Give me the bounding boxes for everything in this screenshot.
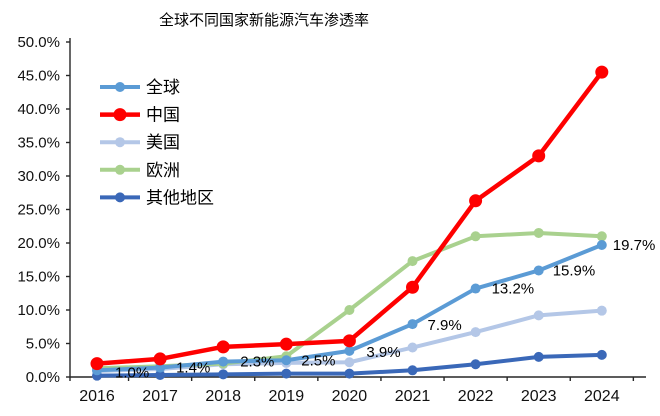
data-point-全球-2023 bbox=[533, 265, 544, 276]
x-axis-label: 2024 bbox=[584, 388, 620, 405]
legend-label: 美国 bbox=[146, 133, 180, 152]
data-point-其他地区-2017 bbox=[155, 369, 166, 380]
data-point-其他地区-2018 bbox=[218, 369, 229, 380]
data-label: 7.9% bbox=[428, 317, 462, 334]
legend-item-美国: 美国 bbox=[100, 133, 180, 152]
data-point-中国-2018 bbox=[216, 340, 230, 354]
data-point-其他地区-2023 bbox=[533, 351, 544, 362]
data-point-其他地区-2024 bbox=[596, 349, 607, 360]
data-label: 1.4% bbox=[176, 360, 210, 377]
data-point-全球-2022 bbox=[470, 283, 481, 294]
data-point-中国-2024 bbox=[595, 65, 609, 79]
data-point-美国-2024 bbox=[596, 305, 607, 316]
x-axis-label: 2018 bbox=[205, 388, 241, 405]
x-axis-label: 2023 bbox=[521, 388, 557, 405]
data-point-欧洲-2020 bbox=[344, 305, 355, 315]
y-axis-label: 5.0% bbox=[26, 336, 60, 353]
legend-marker-dot bbox=[113, 108, 127, 122]
data-labels: 1.0% 1.4% 2.3% 2.5% 3.9% 7.9% 13.2% 15.9% 19.7% bbox=[115, 237, 655, 381]
data-point-中国-2017 bbox=[153, 352, 167, 366]
data-point-美国-2020 bbox=[344, 357, 355, 368]
y-axis-label: 15.0% bbox=[17, 269, 60, 286]
x-axis-label: 2017 bbox=[142, 388, 178, 405]
data-point-中国-2023 bbox=[532, 149, 546, 163]
legend-item-其他地区: 其他地区 bbox=[100, 188, 214, 207]
data-point-中国-2020 bbox=[342, 334, 356, 348]
y-axis-label: 50.0% bbox=[17, 34, 60, 51]
y-axis-label: 35.0% bbox=[17, 135, 60, 152]
data-point-欧洲-2022 bbox=[470, 231, 481, 242]
data-label: 13.2% bbox=[492, 281, 535, 298]
x-axis-label: 2016 bbox=[79, 388, 115, 405]
data-point-中国-2022 bbox=[469, 194, 483, 208]
data-point-美国-2022 bbox=[470, 327, 481, 338]
data-point-欧洲-2024 bbox=[596, 231, 607, 242]
y-axis-label: 30.0% bbox=[17, 168, 60, 185]
data-point-中国-2016 bbox=[90, 357, 104, 371]
y-axis-label: 45.0% bbox=[17, 68, 60, 85]
data-point-美国-2021 bbox=[407, 342, 418, 353]
x-axis-label: 2021 bbox=[395, 388, 431, 405]
data-point-全球-2019 bbox=[281, 355, 292, 366]
data-point-中国-2019 bbox=[279, 337, 293, 351]
data-point-其他地区-2019 bbox=[281, 368, 292, 379]
chart-title: 全球不同国家新能源汽车渗透率 bbox=[159, 11, 369, 29]
y-axis-label: 10.0% bbox=[17, 302, 60, 319]
data-point-全球-2024 bbox=[596, 240, 607, 251]
data-point-欧洲-2021 bbox=[407, 256, 418, 267]
data-label: 3.9% bbox=[366, 344, 400, 361]
data-point-其他地区-2021 bbox=[407, 365, 418, 376]
data-point-欧洲-2023 bbox=[533, 227, 544, 238]
data-point-中国-2021 bbox=[406, 280, 419, 294]
legend-label: 全球 bbox=[146, 78, 180, 97]
x-axis-label: 2019 bbox=[269, 388, 305, 405]
axes: 0.0% 5.0% 10.0% 15.0% 20.0% 25.0% 30.0% 35.0% 40… bbox=[17, 34, 646, 405]
legend-marker-dot bbox=[115, 137, 125, 148]
x-axis-label: 2020 bbox=[332, 388, 368, 405]
legend-item-中国: 中国 bbox=[100, 106, 180, 125]
legend-item-欧洲: 欧洲 bbox=[100, 161, 180, 180]
data-label: 2.3% bbox=[240, 354, 274, 371]
data-label: 15.9% bbox=[553, 262, 596, 279]
legend-label: 欧洲 bbox=[146, 161, 180, 180]
series-lines bbox=[90, 65, 609, 381]
data-label: 1.0% bbox=[115, 364, 149, 381]
data-point-美国-2023 bbox=[533, 310, 544, 321]
data-label: 19.7% bbox=[613, 237, 656, 254]
y-axis-label: 40.0% bbox=[17, 101, 60, 118]
legend-marker-dot bbox=[115, 82, 125, 92]
y-axis-label: 20.0% bbox=[17, 235, 60, 252]
data-point-其他地区-2020 bbox=[344, 368, 355, 379]
y-axis-label: 0.0% bbox=[26, 369, 60, 386]
data-point-全球-2018 bbox=[218, 356, 229, 367]
data-point-其他地区-2022 bbox=[470, 359, 481, 370]
legend-marker-dot bbox=[115, 164, 125, 175]
data-point-全球-2020 bbox=[344, 345, 355, 356]
data-point-全球-2017 bbox=[155, 362, 166, 373]
data-label: 2.5% bbox=[301, 352, 335, 369]
data-point-全球-2021 bbox=[407, 319, 418, 330]
y-axis-label: 25.0% bbox=[17, 202, 60, 219]
legend-label: 中国 bbox=[146, 106, 180, 125]
x-axis-label: 2022 bbox=[458, 388, 494, 405]
legend-marker-dot bbox=[115, 192, 125, 203]
legend-item-全球: 全球 bbox=[100, 78, 180, 97]
legend-label: 其他地区 bbox=[146, 188, 214, 207]
